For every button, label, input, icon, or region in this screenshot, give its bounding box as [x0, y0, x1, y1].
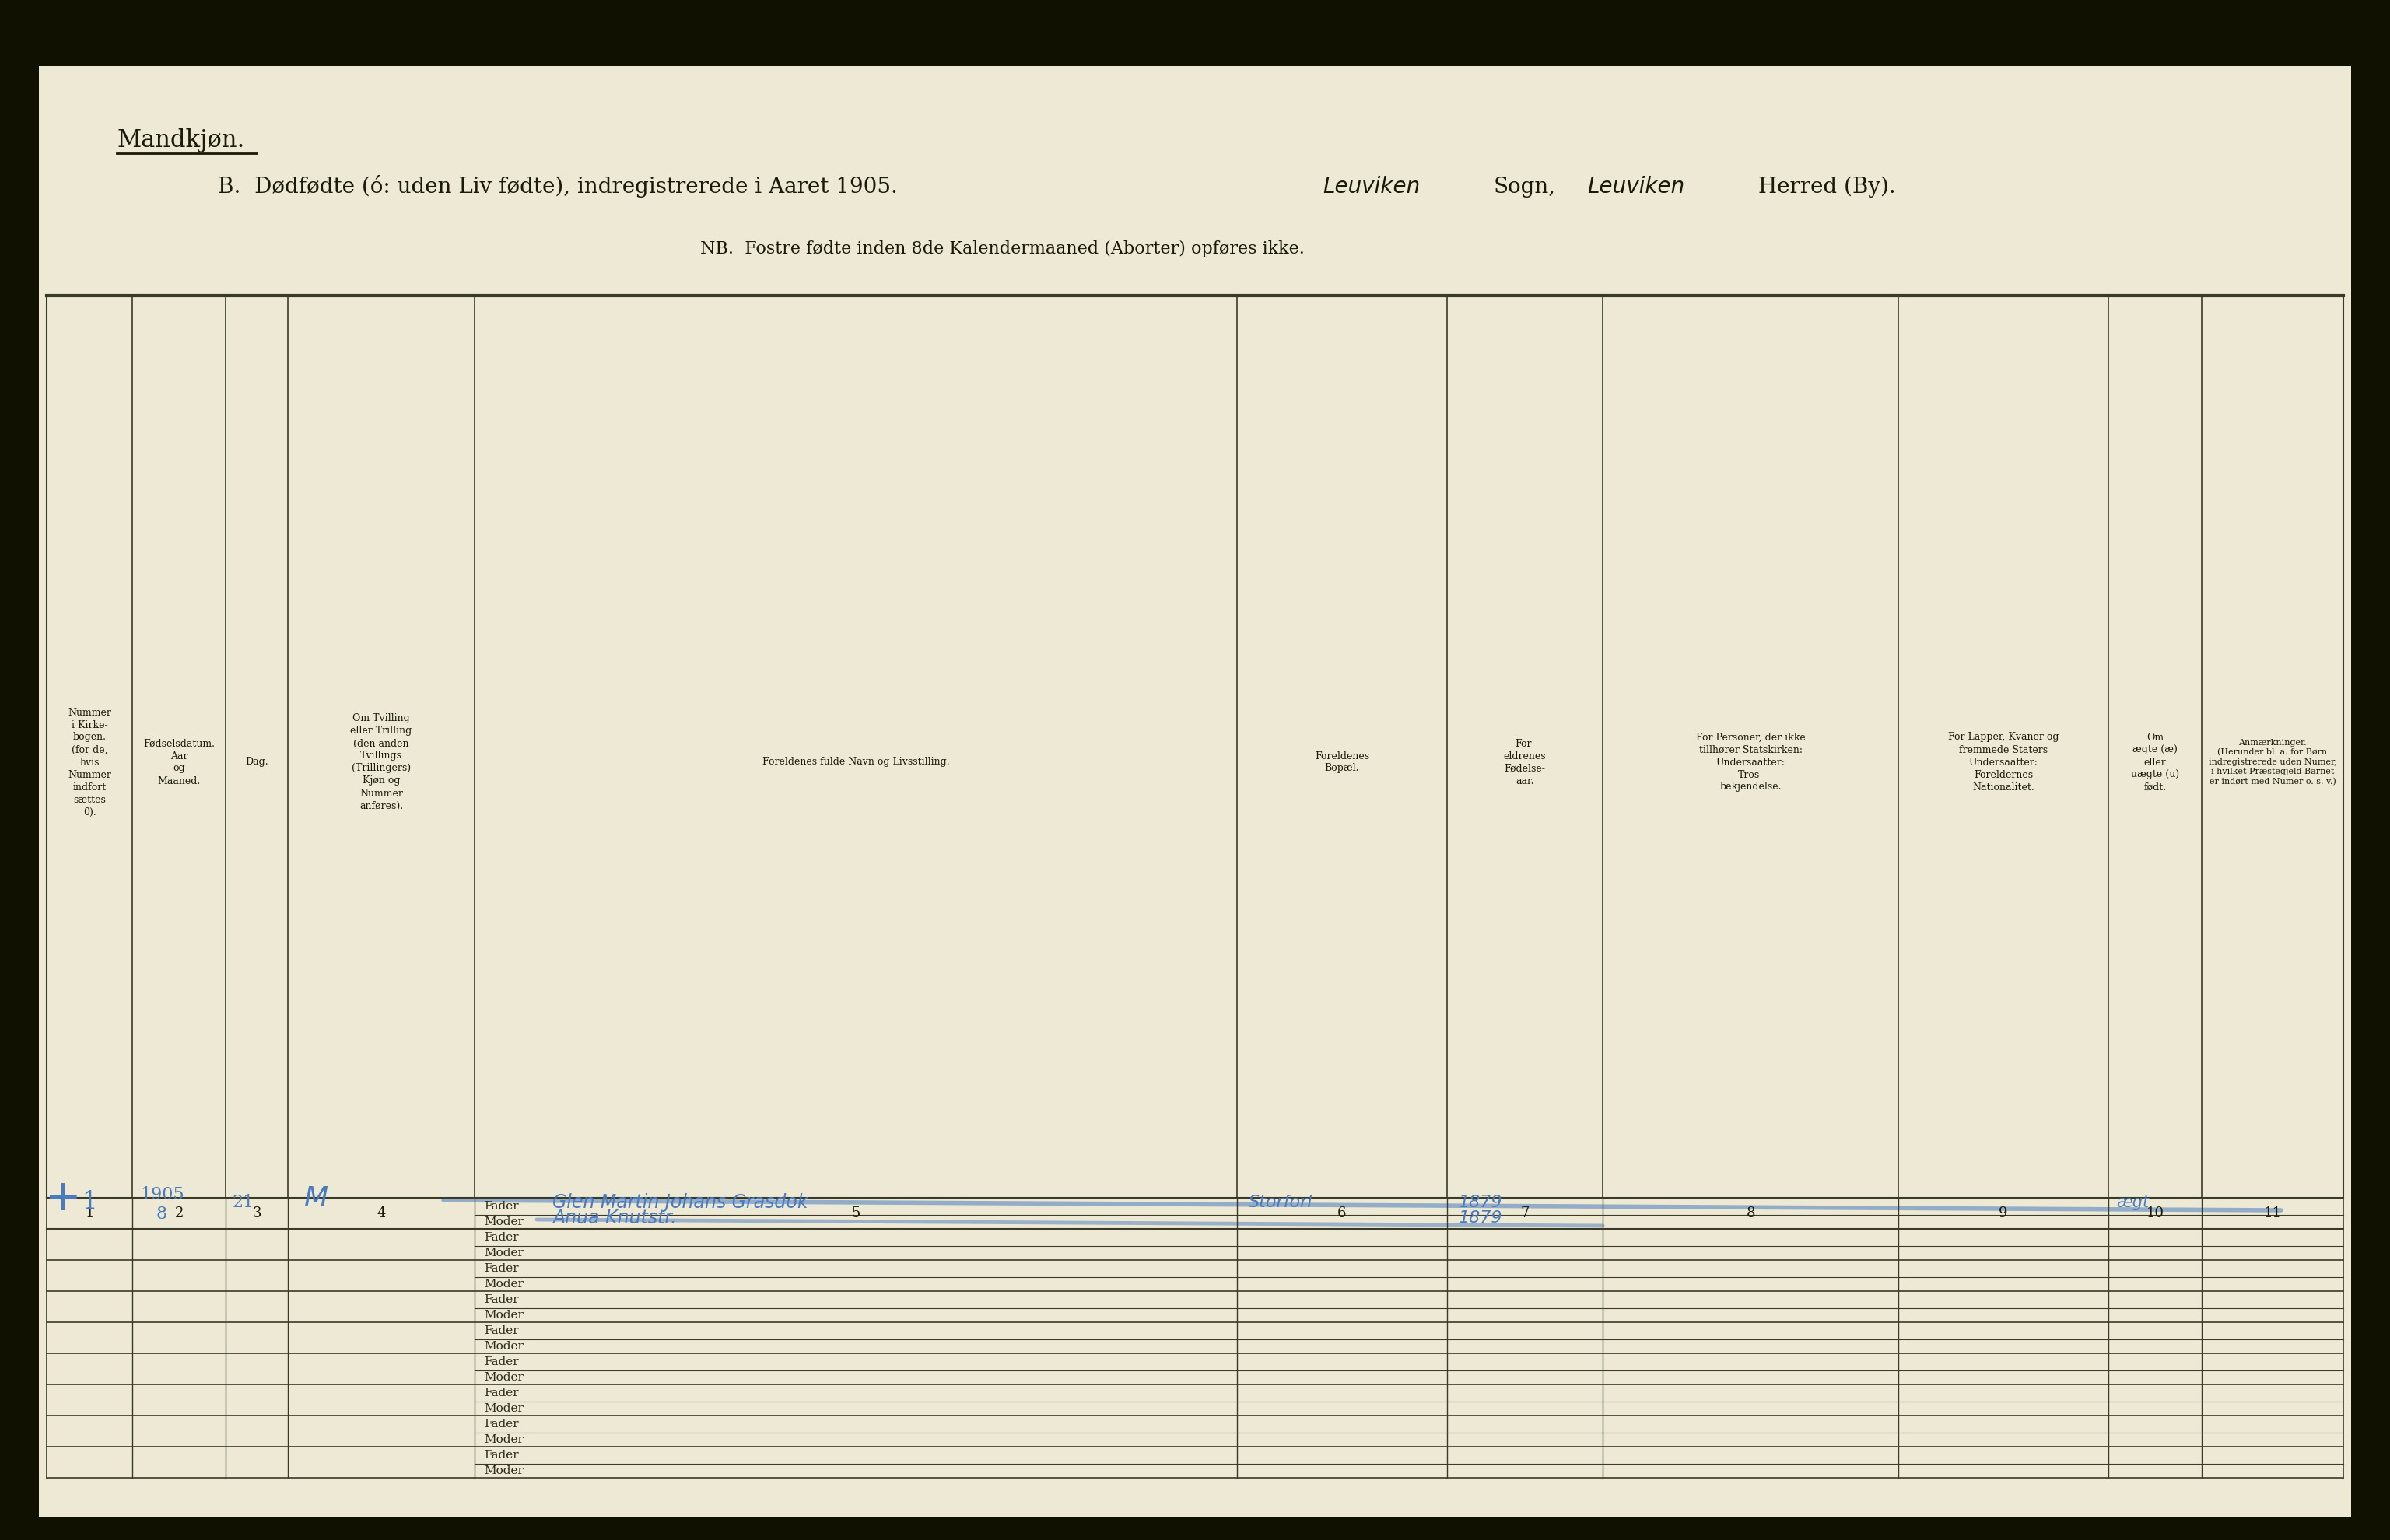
Text: Fader: Fader — [483, 1357, 519, 1368]
Text: 1: 1 — [86, 1206, 93, 1220]
Text: Glen Martin Johans Grasdok: Glen Martin Johans Grasdok — [552, 1194, 808, 1212]
Text: Moder: Moder — [483, 1217, 523, 1227]
Text: Fødselsdatum.
Aar
og
Maaned.: Fødselsdatum. Aar og Maaned. — [143, 739, 215, 785]
Text: Moder: Moder — [483, 1278, 523, 1289]
Text: 5: 5 — [851, 1206, 860, 1220]
Text: 6: 6 — [1338, 1206, 1346, 1220]
Text: Fader: Fader — [483, 1326, 519, 1337]
Text: 4: 4 — [378, 1206, 385, 1220]
Text: Anmærkninger.
(Herunder bl. a. for Børn
indregistrerede uden Numer,
i hvilket Pr: Anmærkninger. (Herunder bl. a. for Børn … — [2208, 739, 2337, 785]
Text: Om
ægte (æ)
eller
uægte (u)
født.: Om ægte (æ) eller uægte (u) født. — [2132, 733, 2180, 792]
Text: For Personer, der ikke
tillhører Statskirken:
Undersaatter:
Tros-
bekjendelse.: For Personer, der ikke tillhører Statski… — [1697, 733, 1804, 792]
Text: For Lapper, Kvaner og
fremmede Staters
Undersaatter:
Foreldernes
Nationalitet.: For Lapper, Kvaner og fremmede Staters U… — [1948, 733, 2058, 792]
Text: 1: 1 — [81, 1190, 98, 1215]
Text: 1879: 1879 — [1458, 1195, 1503, 1210]
Text: Dag.: Dag. — [246, 758, 268, 767]
Text: Storforl: Storforl — [1248, 1195, 1312, 1210]
Text: Leuviken: Leuviken — [1322, 176, 1420, 197]
Text: Fader: Fader — [483, 1263, 519, 1274]
Text: 8: 8 — [155, 1206, 167, 1223]
Text: 11: 11 — [2263, 1206, 2282, 1220]
Text: Om Tvilling
eller Trilling
(den anden
Tvillings
(Trillingers)
Kjøn og
Nummer
anf: Om Tvilling eller Trilling (den anden Tv… — [351, 713, 411, 812]
Text: Fader: Fader — [483, 1294, 519, 1304]
Text: Leuviken: Leuviken — [1587, 176, 1685, 197]
Text: 8: 8 — [1747, 1206, 1754, 1220]
Text: NB.  Fostre fødte inden 8de Kalendermaaned (Aborter) opføres ikke.: NB. Fostre fødte inden 8de Kalendermaane… — [700, 240, 1305, 257]
Text: B.  Dødfødte (ó: uden Liv fødte), indregistrerede i Aaret 1905.: B. Dødfødte (ó: uden Liv fødte), indregi… — [217, 176, 899, 199]
Text: 1905: 1905 — [141, 1186, 184, 1203]
Text: 1879: 1879 — [1458, 1210, 1503, 1226]
Text: Foreldenes fulde Navn og Livsstilling.: Foreldenes fulde Navn og Livsstilling. — [762, 758, 949, 767]
Text: 9: 9 — [1998, 1206, 2008, 1220]
Text: ægt: ægt — [2115, 1195, 2149, 1210]
Text: +: + — [43, 1178, 81, 1220]
Text: Moder: Moder — [483, 1466, 523, 1477]
Text: M: M — [304, 1186, 327, 1212]
Text: Moder: Moder — [483, 1311, 523, 1321]
Text: 3: 3 — [253, 1206, 261, 1220]
Text: Fader: Fader — [483, 1418, 519, 1429]
Text: Moder: Moder — [483, 1247, 523, 1258]
Text: Fader: Fader — [483, 1232, 519, 1243]
Text: Nummer
i Kirke-
bogen.
(for de,
hvis
Nummer
indfort
sættes
0).: Nummer i Kirke- bogen. (for de, hvis Num… — [67, 707, 112, 818]
Text: Fader: Fader — [483, 1449, 519, 1460]
Text: Anua Knutstr.: Anua Knutstr. — [552, 1209, 676, 1227]
Text: 2: 2 — [174, 1206, 184, 1220]
Text: Fader: Fader — [483, 1201, 519, 1212]
Text: Mandkjøn.: Mandkjøn. — [117, 128, 244, 152]
Text: Foreldenes
Bopæl.: Foreldenes Bopæl. — [1314, 752, 1369, 773]
Text: Moder: Moder — [483, 1403, 523, 1414]
Text: Moder: Moder — [483, 1341, 523, 1352]
Text: 7: 7 — [1520, 1206, 1530, 1220]
Text: Moder: Moder — [483, 1434, 523, 1445]
Text: Sogn,: Sogn, — [1494, 176, 1556, 197]
Text: Herred (By).: Herred (By). — [1759, 176, 1895, 197]
Text: For-
eldrenes
Fødelse-
aar.: For- eldrenes Fødelse- aar. — [1503, 739, 1546, 785]
Text: 10: 10 — [2146, 1206, 2163, 1220]
Text: Moder: Moder — [483, 1372, 523, 1383]
Text: Fader: Fader — [483, 1388, 519, 1398]
Text: 21: 21 — [232, 1194, 253, 1210]
